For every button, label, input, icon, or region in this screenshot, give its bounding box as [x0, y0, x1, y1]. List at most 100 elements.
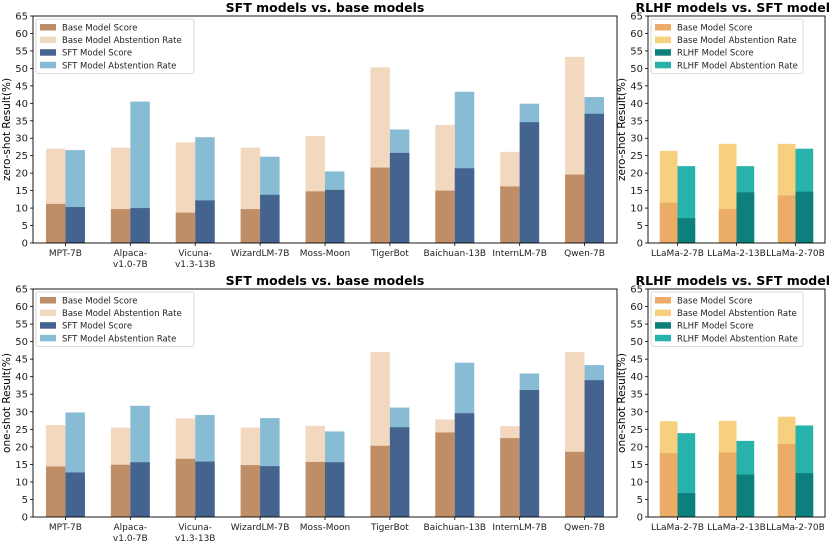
legend-swatch [40, 297, 56, 304]
bar-base-model-score-8 [565, 174, 585, 243]
y-tick-label: 40 [15, 372, 28, 383]
y-tick-label: 10 [15, 477, 28, 488]
bar-sft-model-score-8 [584, 380, 605, 517]
bar-base-model-score-2 [175, 212, 196, 243]
bar-sft-model-score-7 [519, 122, 540, 243]
x-tick-label: Vicuna-v1.3-13B [175, 249, 216, 270]
legend-label: Base Model Abstention Rate [677, 309, 797, 319]
y-tick-label: 60 [630, 29, 643, 40]
legend-label: RLHF Model Score [677, 322, 754, 332]
x-tick-label: LLaMa-2-70B [766, 249, 825, 259]
y-tick-label: 5 [637, 495, 643, 506]
bar-rlhf-model-score-0 [677, 218, 696, 243]
x-tick-label: MPT-7B [49, 523, 82, 533]
x-tick-label: Baichuan-13B [423, 249, 486, 259]
legend-swatch [40, 24, 56, 31]
legend [650, 291, 804, 347]
bar-rlhf-model-score-1 [736, 474, 755, 517]
y-tick-label: 5 [22, 495, 28, 506]
x-tick-label: LLaMa-2-70B [766, 523, 825, 533]
bar-sft-model-score-1 [130, 462, 150, 517]
y-tick-label: 50 [15, 337, 28, 348]
bar-base-model-score-5 [370, 167, 390, 243]
bar-base-model-score-4 [305, 191, 325, 243]
y-tick-label: 10 [630, 204, 643, 215]
y-tick-label: 60 [15, 302, 28, 313]
bar-base-model-score-6 [435, 190, 455, 243]
legend-label: Base Model Score [677, 24, 752, 34]
x-tick-label: InternLM-7B [492, 249, 547, 259]
bar-base-model-score-0 [45, 466, 66, 517]
y-tick-label: 25 [630, 425, 643, 436]
legend-label: SFT Model Score [62, 49, 132, 59]
legend-swatch [655, 309, 671, 317]
bar-sft-model-score-2 [195, 200, 215, 243]
chart-title: RLHF models vs. SFT models [636, 273, 830, 288]
legend-swatch [655, 61, 671, 69]
bar-sft-model-score-8 [584, 113, 605, 244]
y-tick-label: 45 [630, 81, 643, 92]
y-tick-label: 55 [630, 320, 643, 331]
bar-sft-model-score-5 [389, 152, 410, 243]
bar-base-model-score-1 [110, 209, 131, 243]
y-tick-label: 50 [630, 337, 643, 348]
chart-panel-2: MPT-7B Alpaca-v1.0-7B Vicuna-v1.3-13B Wizar… [1, 273, 618, 544]
y-tick-label: 35 [15, 116, 28, 127]
legend-swatch [655, 322, 671, 329]
y-tick-label: 30 [15, 134, 28, 145]
legend-label: RLHF Model Score [677, 49, 754, 59]
bar-base-model-score-2 [777, 195, 796, 243]
legend-label: SFT Model Score [62, 322, 132, 332]
bar-rlhf-model-score-2 [795, 191, 814, 243]
x-tick-label: Qwen-7B [564, 523, 605, 533]
y-tick-label: 40 [15, 99, 28, 110]
y-axis-label: one-shot Result(%) [1, 353, 13, 453]
y-tick-label: 20 [630, 169, 643, 180]
bar-sft-model-score-4 [325, 189, 345, 243]
y-tick-label: 20 [15, 169, 28, 180]
legend [35, 291, 195, 347]
x-tick-label: Qwen-7B [564, 249, 605, 259]
legend-label: SFT Model Abstention Rate [62, 334, 176, 344]
y-tick-label: 10 [630, 477, 643, 488]
x-tick-label: InternLM-7B [492, 523, 547, 533]
legend-label: RLHF Model Abstention Rate [677, 334, 798, 344]
y-tick-label: 55 [630, 46, 643, 57]
bar-base-model-score-3 [240, 465, 261, 517]
axes-frame [647, 288, 826, 518]
legend-label: Base Model Score [62, 297, 137, 307]
legend [650, 18, 804, 74]
bar-sft-model-score-4 [325, 462, 345, 517]
x-tick-label: Moss-Moon [300, 523, 350, 533]
y-tick-label: 0 [22, 239, 28, 250]
y-tick-label: 65 [630, 12, 643, 23]
y-tick-label: 25 [15, 151, 28, 162]
x-tick-label: TigerBot [370, 523, 409, 533]
bar-sft-model-abstention-rate-1 [130, 101, 150, 243]
bar-base-model-score-0 [45, 203, 66, 243]
legend-label: RLHF Model Abstention Rate [677, 61, 798, 71]
bar-sft-model-score-6 [454, 413, 475, 517]
y-tick-label: 55 [15, 46, 28, 57]
x-tick-label: Baichuan-13B [423, 523, 486, 533]
bar-sft-model-score-1 [130, 208, 150, 243]
y-tick-label: 40 [630, 372, 643, 383]
legend-label: Base Model Score [677, 297, 752, 307]
x-tick-label: LLaMa-2-13B [707, 523, 766, 533]
y-tick-label: 5 [22, 221, 28, 232]
chart-panel-0: MPT-7B Alpaca-v1.0-7B Vicuna-v1.3-13B Wizar… [1, 0, 618, 270]
y-tick-label: 10 [15, 204, 28, 215]
y-tick-label: 45 [15, 355, 28, 366]
y-tick-label: 55 [15, 320, 28, 331]
bar-sft-model-score-6 [454, 168, 475, 243]
bar-sft-model-score-3 [260, 466, 280, 517]
chart-title: RLHF models vs. SFT models [636, 0, 830, 15]
y-tick-label: 60 [15, 29, 28, 40]
bar-rlhf-model-score-0 [677, 493, 696, 517]
bar-base-model-score-4 [305, 461, 325, 517]
legend-swatch [655, 24, 671, 31]
x-tick-label: Vicuna-v1.3-13B [175, 523, 216, 544]
y-tick-label: 15 [15, 460, 28, 471]
y-tick-label: 5 [637, 221, 643, 232]
chart-panel-1: LLaMa-2-7B LLaMa-2-13B LLaMa-2-70B 0 5 10 15 20… [616, 0, 830, 259]
